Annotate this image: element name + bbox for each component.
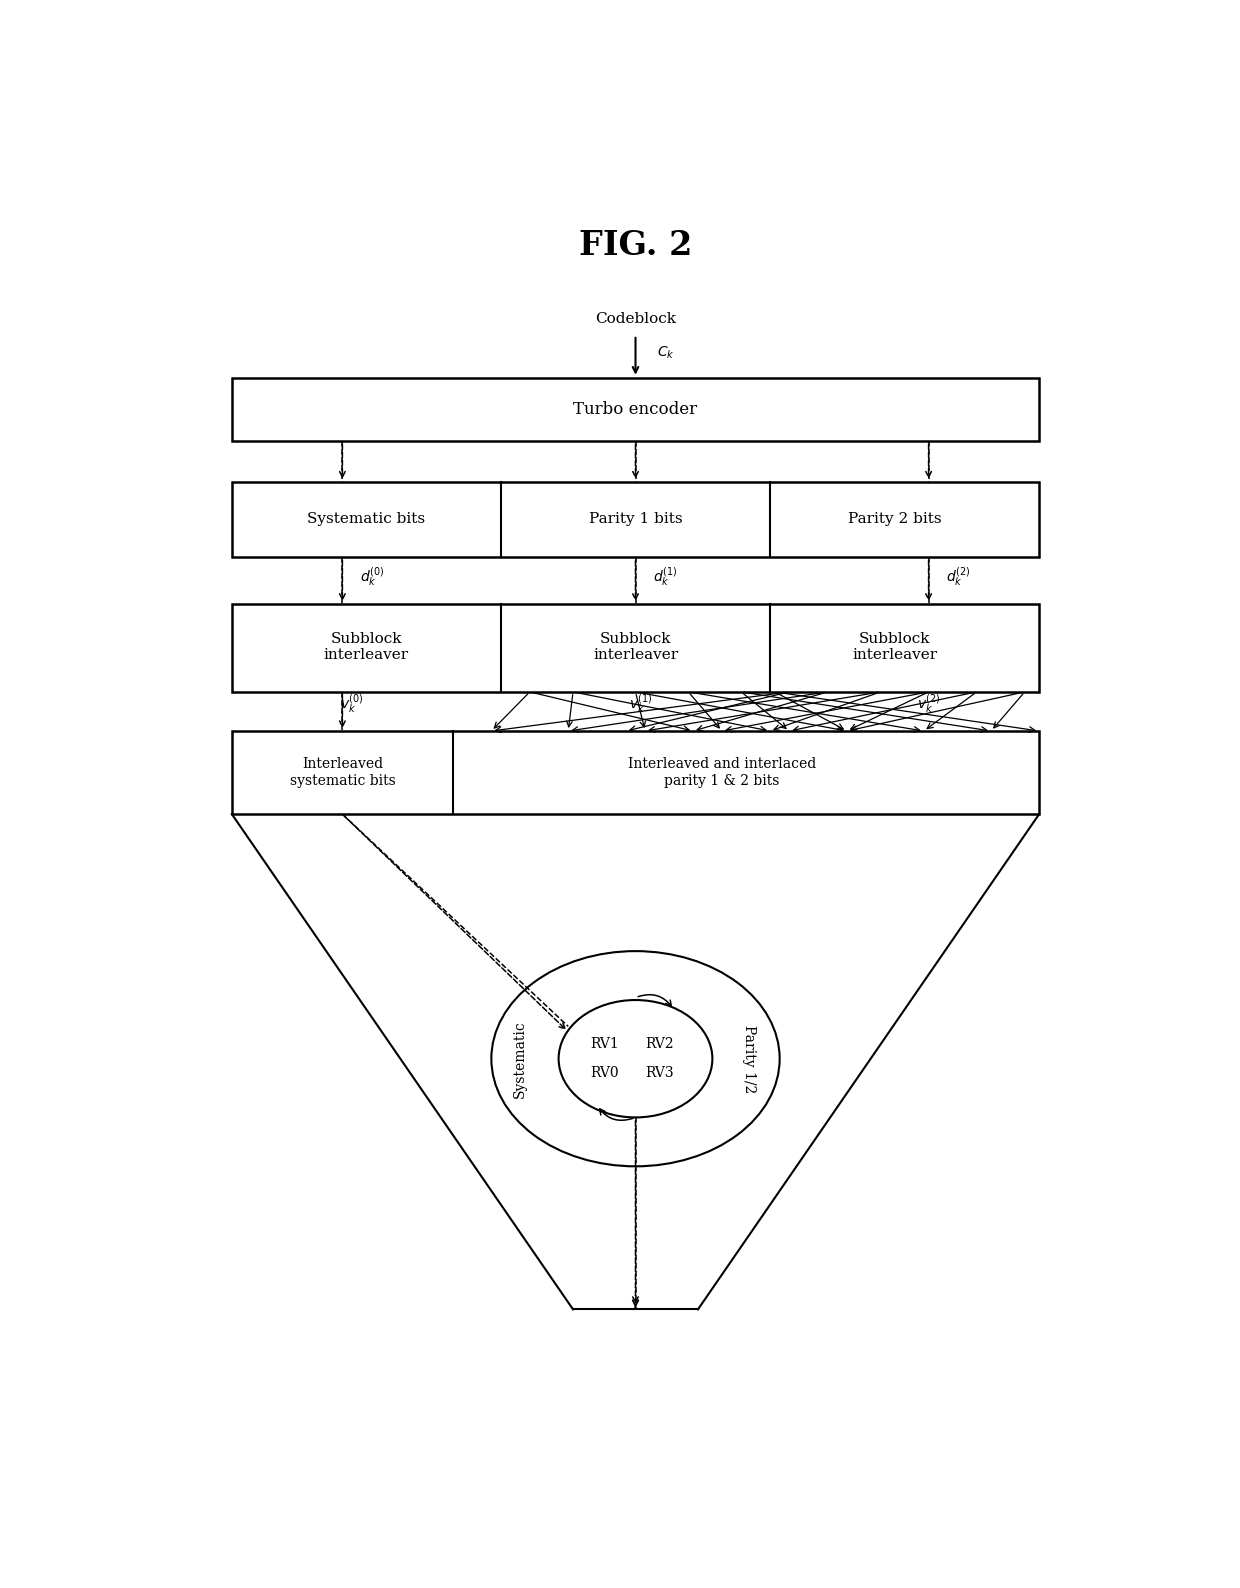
Bar [232,730,1039,815]
Text: Subblock
interleaver: Subblock interleaver [852,632,937,662]
Text: Codeblock: Codeblock [595,311,676,326]
Text: FIG. 2: FIG. 2 [579,229,692,262]
Text: RV3: RV3 [645,1067,673,1080]
Text: Subblock
interleaver: Subblock interleaver [593,632,678,662]
Text: $C_k$: $C_k$ [657,345,675,362]
Bar [232,603,1039,692]
Text: $v_k^{(1)}$: $v_k^{(1)}$ [629,692,652,716]
Text: Subblock
interleaver: Subblock interleaver [324,632,409,662]
Bar [232,481,1039,557]
Text: $v_k^{(2)}$: $v_k^{(2)}$ [918,692,941,716]
Text: Interleaved and interlaced
parity 1 & 2 bits: Interleaved and interlaced parity 1 & 2 … [627,757,816,788]
Text: Systematic bits: Systematic bits [308,513,425,527]
Text: $d_k^{(0)}$: $d_k^{(0)}$ [360,565,384,589]
Text: $d_k^{(2)}$: $d_k^{(2)}$ [946,565,971,589]
Text: Parity 1/2: Parity 1/2 [742,1024,756,1093]
Text: Parity 1 bits: Parity 1 bits [589,513,682,527]
Text: $d_k^{(1)}$: $d_k^{(1)}$ [652,565,677,589]
Text: $v_k^{(0)}$: $v_k^{(0)}$ [341,692,365,716]
Text: Interleaved
systematic bits: Interleaved systematic bits [289,757,396,788]
Text: RV1: RV1 [590,1037,619,1051]
Text: Turbo encoder: Turbo encoder [573,400,698,418]
Bar [232,378,1039,441]
Text: Parity 2 bits: Parity 2 bits [848,513,942,527]
Text: Systematic: Systematic [513,1019,527,1097]
Text: RV2: RV2 [645,1037,673,1051]
Text: RV0: RV0 [590,1067,619,1080]
